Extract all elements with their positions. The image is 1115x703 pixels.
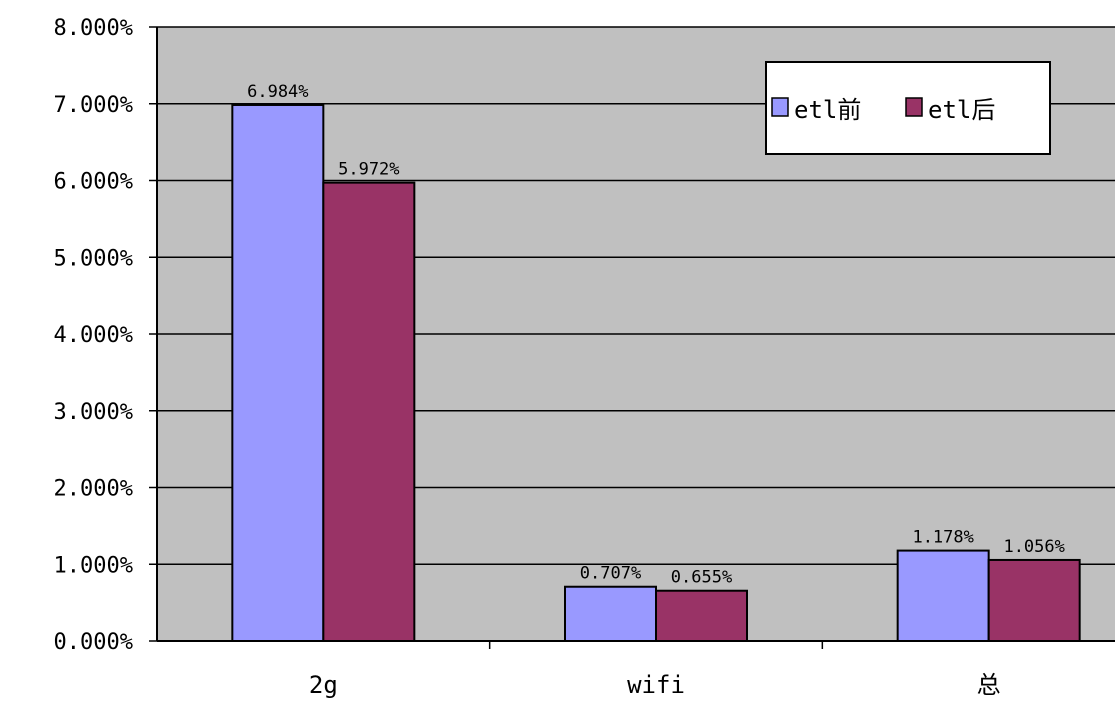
x-tick-label: 2g — [309, 671, 338, 699]
y-tick-label: 5.000% — [54, 246, 133, 271]
legend-swatch — [905, 97, 923, 117]
legend: etl前 etl后 — [765, 61, 1051, 155]
data-label: 1.056% — [1003, 537, 1064, 557]
bar — [896, 549, 990, 642]
y-tick-label: 6.000% — [54, 170, 133, 195]
bar — [231, 103, 325, 642]
bars: 6.984% 5.972% 0.707% 0.655% 1.178% 1.056% — [231, 82, 1081, 643]
data-label: 0.655% — [671, 568, 732, 588]
y-tick-label: 2.000% — [54, 477, 133, 502]
y-tick-label: 4.000% — [54, 323, 133, 348]
legend-swatch — [771, 97, 789, 117]
y-tick-label: 8.000% — [54, 16, 133, 41]
bar — [655, 589, 748, 643]
y-tick-label: 3.000% — [54, 400, 133, 425]
data-label: 1.178% — [912, 528, 973, 548]
bar — [564, 585, 657, 642]
legend-box — [765, 61, 1051, 155]
legend-label: etl前 — [794, 96, 861, 124]
y-tick-label: 0.000% — [54, 630, 133, 655]
x-tick-label: wifi — [627, 671, 685, 699]
data-label: 0.707% — [580, 564, 641, 584]
legend-label: etl后 — [928, 96, 995, 124]
y-tick-label: 1.000% — [54, 553, 133, 578]
x-tick-label: 总 — [977, 671, 1001, 699]
y-axis-ticks: 0.000% 1.000% 2.000% 3.000% 4.000% 5.000% 6.00… — [54, 16, 157, 655]
bar — [322, 181, 416, 643]
x-axis: 2g wifi 总 — [156, 27, 1115, 699]
data-label: 5.972% — [338, 160, 399, 180]
y-tick-label: 7.000% — [54, 93, 133, 118]
data-label: 6.984% — [247, 82, 308, 102]
bar — [987, 558, 1081, 643]
